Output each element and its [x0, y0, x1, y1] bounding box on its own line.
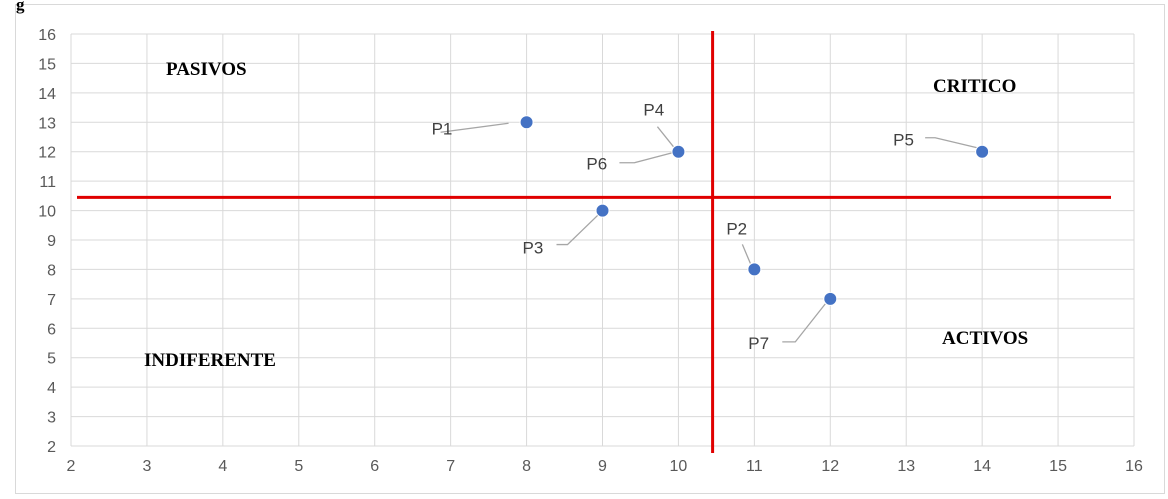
quadrant-label: ACTIVOS	[942, 328, 1028, 349]
point-label: P5	[893, 131, 914, 150]
y-tick-label: 3	[47, 410, 56, 427]
quadrant-labels: PASIVOS CRITICO INDIFERENTE ACTIVOS	[144, 59, 1028, 371]
x-tick-label: 11	[746, 458, 763, 475]
quadrant-label: INDIFERENTE	[144, 350, 276, 371]
data-points: P1 P2 P3 P4 P5 P6 P7	[432, 101, 990, 353]
x-tick-label: 3	[142, 458, 151, 475]
x-tick-label: 4	[218, 458, 227, 475]
point-label: P1	[432, 119, 453, 138]
x-tick-label: 9	[598, 458, 607, 475]
y-tick-label: 7	[47, 292, 56, 309]
leader-line	[782, 303, 826, 343]
x-tick-label: 6	[370, 458, 379, 475]
x-tick-label: 7	[446, 458, 455, 475]
data-point	[823, 291, 838, 306]
y-tick-label: 6	[47, 321, 56, 338]
x-tick-label: 12	[821, 458, 839, 475]
y-tick-label: 9	[47, 233, 56, 250]
leader-line	[556, 214, 599, 246]
leader-line	[741, 244, 751, 264]
y-tick-label: 8	[47, 262, 56, 279]
y-tick-label: 10	[38, 204, 56, 221]
x-tick-label: 14	[973, 458, 991, 475]
data-point	[747, 262, 762, 277]
y-tick-label: 15	[38, 56, 56, 73]
leader-line	[925, 137, 978, 149]
quadrant-label: CRITICO	[933, 76, 1016, 97]
tick-labels: 2 3 4 5 6 7 8 9 10 11 12 13 14 15 16 2 3 4 5 6 7 8 9 10 11 12 13 14…	[38, 27, 1143, 475]
y-tick-label: 13	[38, 115, 56, 132]
y-tick-label: 4	[47, 380, 56, 397]
scatter-chart: P1 P2 P3 P4 P5 P6 P7 2 3 4 5 6 7 8 9 10 11 12 13 14 15 16 2 3 4…	[38, 27, 1143, 475]
leader-line	[440, 122, 509, 133]
quadrant-dividers	[77, 31, 1111, 453]
cut-off-heading: g	[16, 0, 25, 14]
y-tick-label: 14	[38, 86, 56, 103]
leader-lines	[440, 122, 978, 343]
x-tick-label: 10	[670, 458, 688, 475]
y-tick-label: 11	[39, 174, 56, 191]
data-point	[975, 144, 990, 159]
x-tick-label: 5	[294, 458, 303, 475]
x-tick-label: 13	[897, 458, 915, 475]
x-tick-label: 16	[1125, 458, 1143, 475]
x-tick-label: 2	[67, 458, 76, 475]
y-tick-label: 5	[47, 351, 56, 368]
data-point	[671, 144, 686, 159]
data-point	[519, 115, 534, 130]
x-tick-label: 15	[1049, 458, 1067, 475]
point-label: P2	[726, 219, 747, 238]
point-label: P7	[748, 334, 769, 353]
y-tick-label: 16	[38, 27, 56, 44]
chart-frame: g P1 P2 P3 P4 P5 P6 P7 2 3 4 5 6 7 8 9 10 11 12 13 14 15 16 2…	[15, 0, 1165, 494]
point-label: P3	[523, 239, 544, 258]
y-tick-label: 12	[38, 145, 56, 162]
x-tick-label: 8	[522, 458, 531, 475]
grid	[70, 33, 1135, 447]
point-label: P6	[586, 155, 607, 174]
point-label: P4	[643, 101, 664, 120]
data-point	[595, 203, 610, 218]
leader-line	[656, 126, 674, 148]
quadrant-label: PASIVOS	[166, 59, 247, 80]
y-tick-label: 2	[47, 439, 56, 456]
leader-line	[619, 152, 673, 164]
